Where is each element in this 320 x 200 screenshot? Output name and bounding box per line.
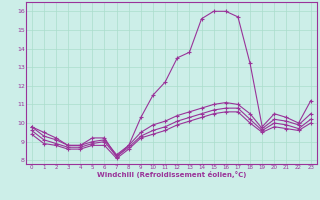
X-axis label: Windchill (Refroidissement éolien,°C): Windchill (Refroidissement éolien,°C) (97, 171, 246, 178)
